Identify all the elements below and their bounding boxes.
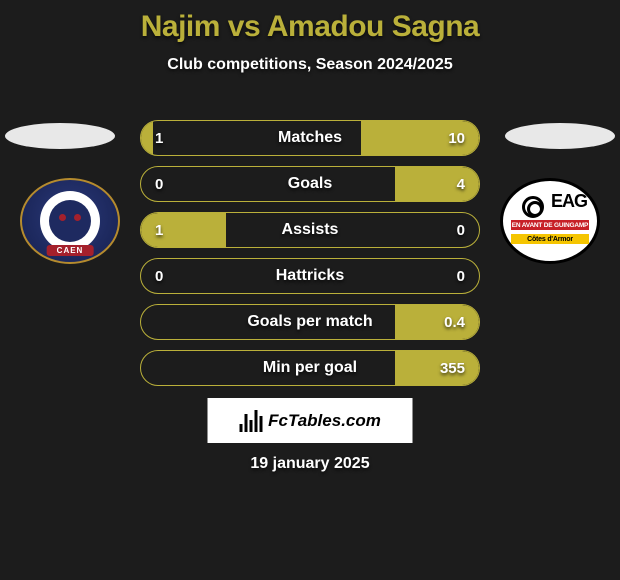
stat-value-right: 10 [448, 130, 465, 147]
team-crest-right: EAG EN AVANT DE GUINGAMP Côtes d'Armor [500, 178, 600, 264]
stat-label: Matches [141, 129, 479, 147]
stat-row: 0Goals4 [140, 166, 480, 202]
stat-label: Assists [141, 221, 479, 239]
stat-value-right: 0 [457, 268, 465, 285]
page-title: Najim vs Amadou Sagna [0, 0, 620, 44]
stat-label: Min per goal [141, 359, 479, 377]
stat-value-right: 355 [440, 360, 465, 377]
crest-acronym: EAG [551, 191, 587, 212]
crest-line1: EN AVANT DE GUINGAMP [511, 220, 589, 230]
stat-row: 0Hattricks0 [140, 258, 480, 294]
team-crest-left: CAEN [20, 178, 120, 264]
comparison-infographic: Najim vs Amadou Sagna Club competitions,… [0, 0, 620, 580]
stat-row: Goals per match0.4 [140, 304, 480, 340]
footer-brand-logo: FcTables.com [208, 398, 413, 443]
crest-banner-text: CAEN [47, 245, 94, 256]
page-subtitle: Club competitions, Season 2024/2025 [0, 56, 620, 74]
footer-date: 19 january 2025 [0, 455, 620, 473]
stat-row: 1Matches10 [140, 120, 480, 156]
stat-value-right: 0 [457, 222, 465, 239]
crest-spiral-icon [515, 195, 551, 219]
stat-row: 1Assists0 [140, 212, 480, 248]
flag-placeholder-left [5, 123, 115, 149]
crest-viking-face-icon [49, 200, 91, 242]
crest-inner-circle [40, 191, 100, 251]
stat-label: Hattricks [141, 267, 479, 285]
stat-label: Goals per match [141, 313, 479, 331]
stat-row: Min per goal355 [140, 350, 480, 386]
stat-label: Goals [141, 175, 479, 193]
crest-line2: Côtes d'Armor [511, 234, 589, 244]
stat-value-right: 4 [457, 176, 465, 193]
flag-placeholder-right [505, 123, 615, 149]
bar-chart-icon [239, 410, 262, 432]
stats-container: 1Matches100Goals41Assists00Hattricks0Goa… [140, 120, 480, 396]
footer-brand-text: FcTables.com [268, 411, 381, 431]
stat-value-right: 0.4 [444, 314, 465, 331]
